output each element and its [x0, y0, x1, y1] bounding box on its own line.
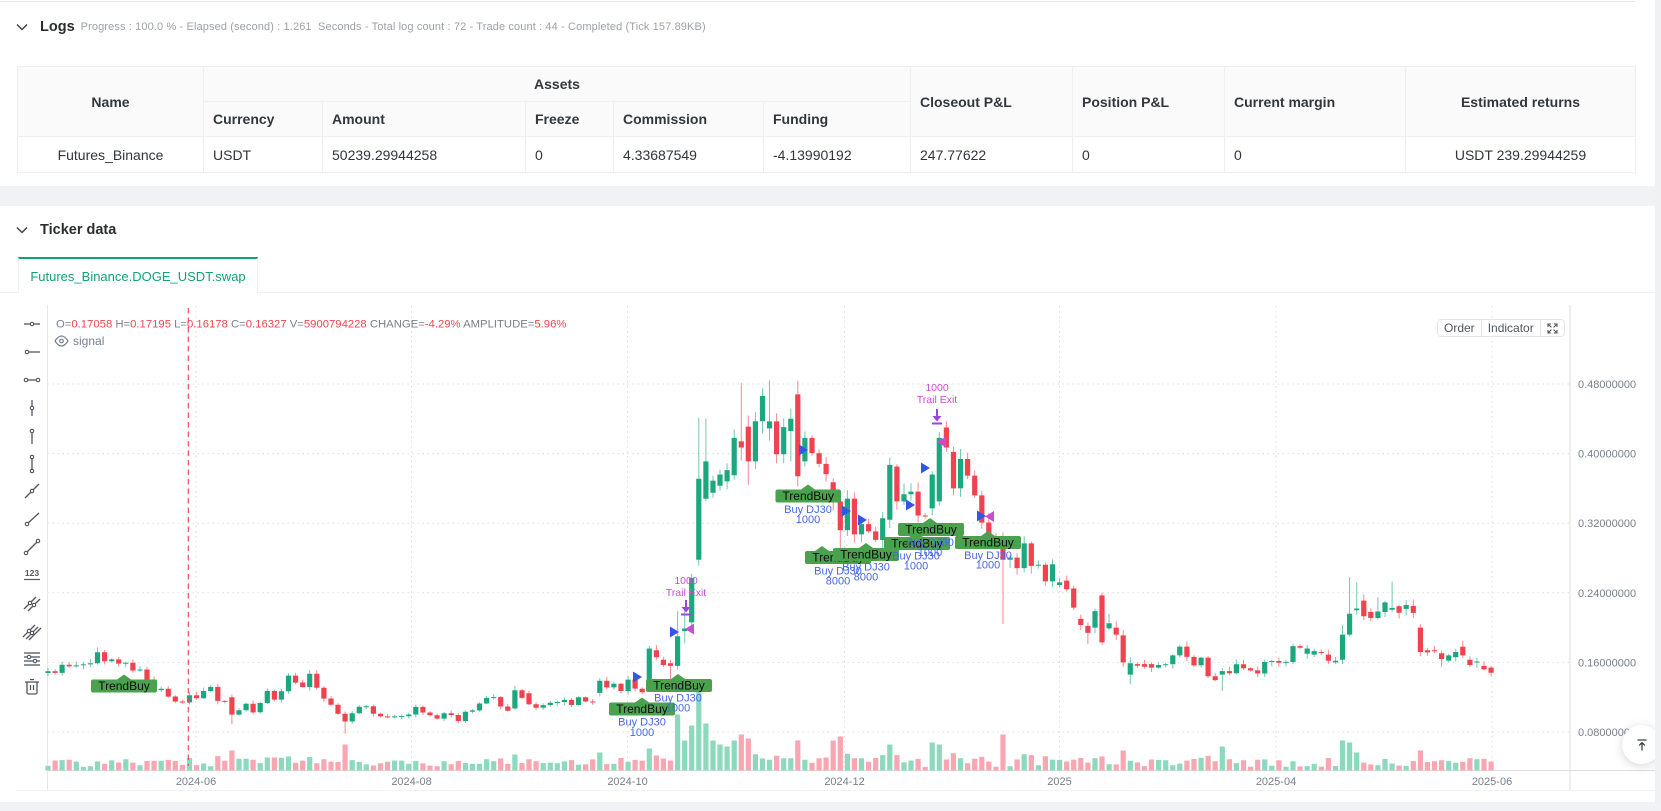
- svg-text:O=0.17058 H=0.17195 L=0.16178: O=0.17058 H=0.17195 L=0.16178 C=0.16327 …: [56, 319, 566, 331]
- svg-text:Buy DJ30: Buy DJ30: [784, 504, 832, 516]
- svg-text:TrendBuy: TrendBuy: [891, 537, 943, 551]
- svg-text:2025-04: 2025-04: [1256, 776, 1296, 788]
- svg-text:Buy DJ30: Buy DJ30: [906, 537, 954, 549]
- svg-text:Buy DJ30: Buy DJ30: [842, 561, 890, 573]
- svg-text:1000: 1000: [904, 560, 928, 572]
- svg-text:Buy DJ30: Buy DJ30: [964, 550, 1012, 562]
- svg-text:8000: 8000: [826, 575, 850, 587]
- svg-text:Buy DJ30: Buy DJ30: [618, 716, 666, 728]
- svg-text:2024-12: 2024-12: [824, 776, 864, 788]
- svg-text:0.08000000: 0.08000000: [1578, 727, 1636, 739]
- svg-text:1000: 1000: [925, 382, 949, 394]
- svg-text:8000: 8000: [854, 571, 878, 583]
- svg-text:0.24000000: 0.24000000: [1578, 588, 1636, 600]
- svg-text:1000: 1000: [976, 559, 1000, 571]
- svg-text:TrendBuy: TrendBuy: [616, 702, 668, 716]
- svg-text:2024-08: 2024-08: [391, 776, 431, 788]
- svg-text:Buy DJ30: Buy DJ30: [892, 550, 940, 562]
- svg-text:0.40000000: 0.40000000: [1578, 449, 1636, 461]
- svg-text:TrendBuy: TrendBuy: [962, 536, 1014, 550]
- svg-text:0.48000000: 0.48000000: [1578, 379, 1636, 391]
- svg-text:123: 123: [25, 568, 39, 578]
- svg-text:TrendBuy: TrendBuy: [782, 489, 834, 503]
- svg-text:1000: 1000: [918, 547, 942, 559]
- svg-text:signal: signal: [73, 334, 104, 348]
- svg-text:Trail Exit: Trail Exit: [666, 587, 707, 599]
- svg-text:Buy DJ30: Buy DJ30: [654, 692, 702, 704]
- svg-text:TrendBuy: TrendBuy: [905, 523, 957, 537]
- svg-text:TrendBuy: TrendBuy: [653, 679, 705, 693]
- svg-text:0.32000000: 0.32000000: [1578, 518, 1636, 530]
- svg-text:2025-06: 2025-06: [1472, 776, 1512, 788]
- svg-text:TrendBuy: TrendBuy: [98, 679, 150, 693]
- svg-text:1000: 1000: [630, 727, 654, 739]
- svg-text:Trail Exit: Trail Exit: [917, 394, 958, 406]
- svg-text:2025: 2025: [1047, 776, 1071, 788]
- svg-text:TrendBuy: TrendBuy: [840, 548, 892, 562]
- svg-text:1000: 1000: [674, 575, 698, 587]
- svg-text:2024-10: 2024-10: [607, 776, 647, 788]
- svg-text:2024-06: 2024-06: [176, 776, 216, 788]
- svg-text:1000: 1000: [666, 702, 690, 714]
- svg-text:1000: 1000: [796, 514, 820, 526]
- svg-text:0.16000000: 0.16000000: [1578, 657, 1636, 669]
- svg-text:Buy DJ30: Buy DJ30: [814, 565, 862, 577]
